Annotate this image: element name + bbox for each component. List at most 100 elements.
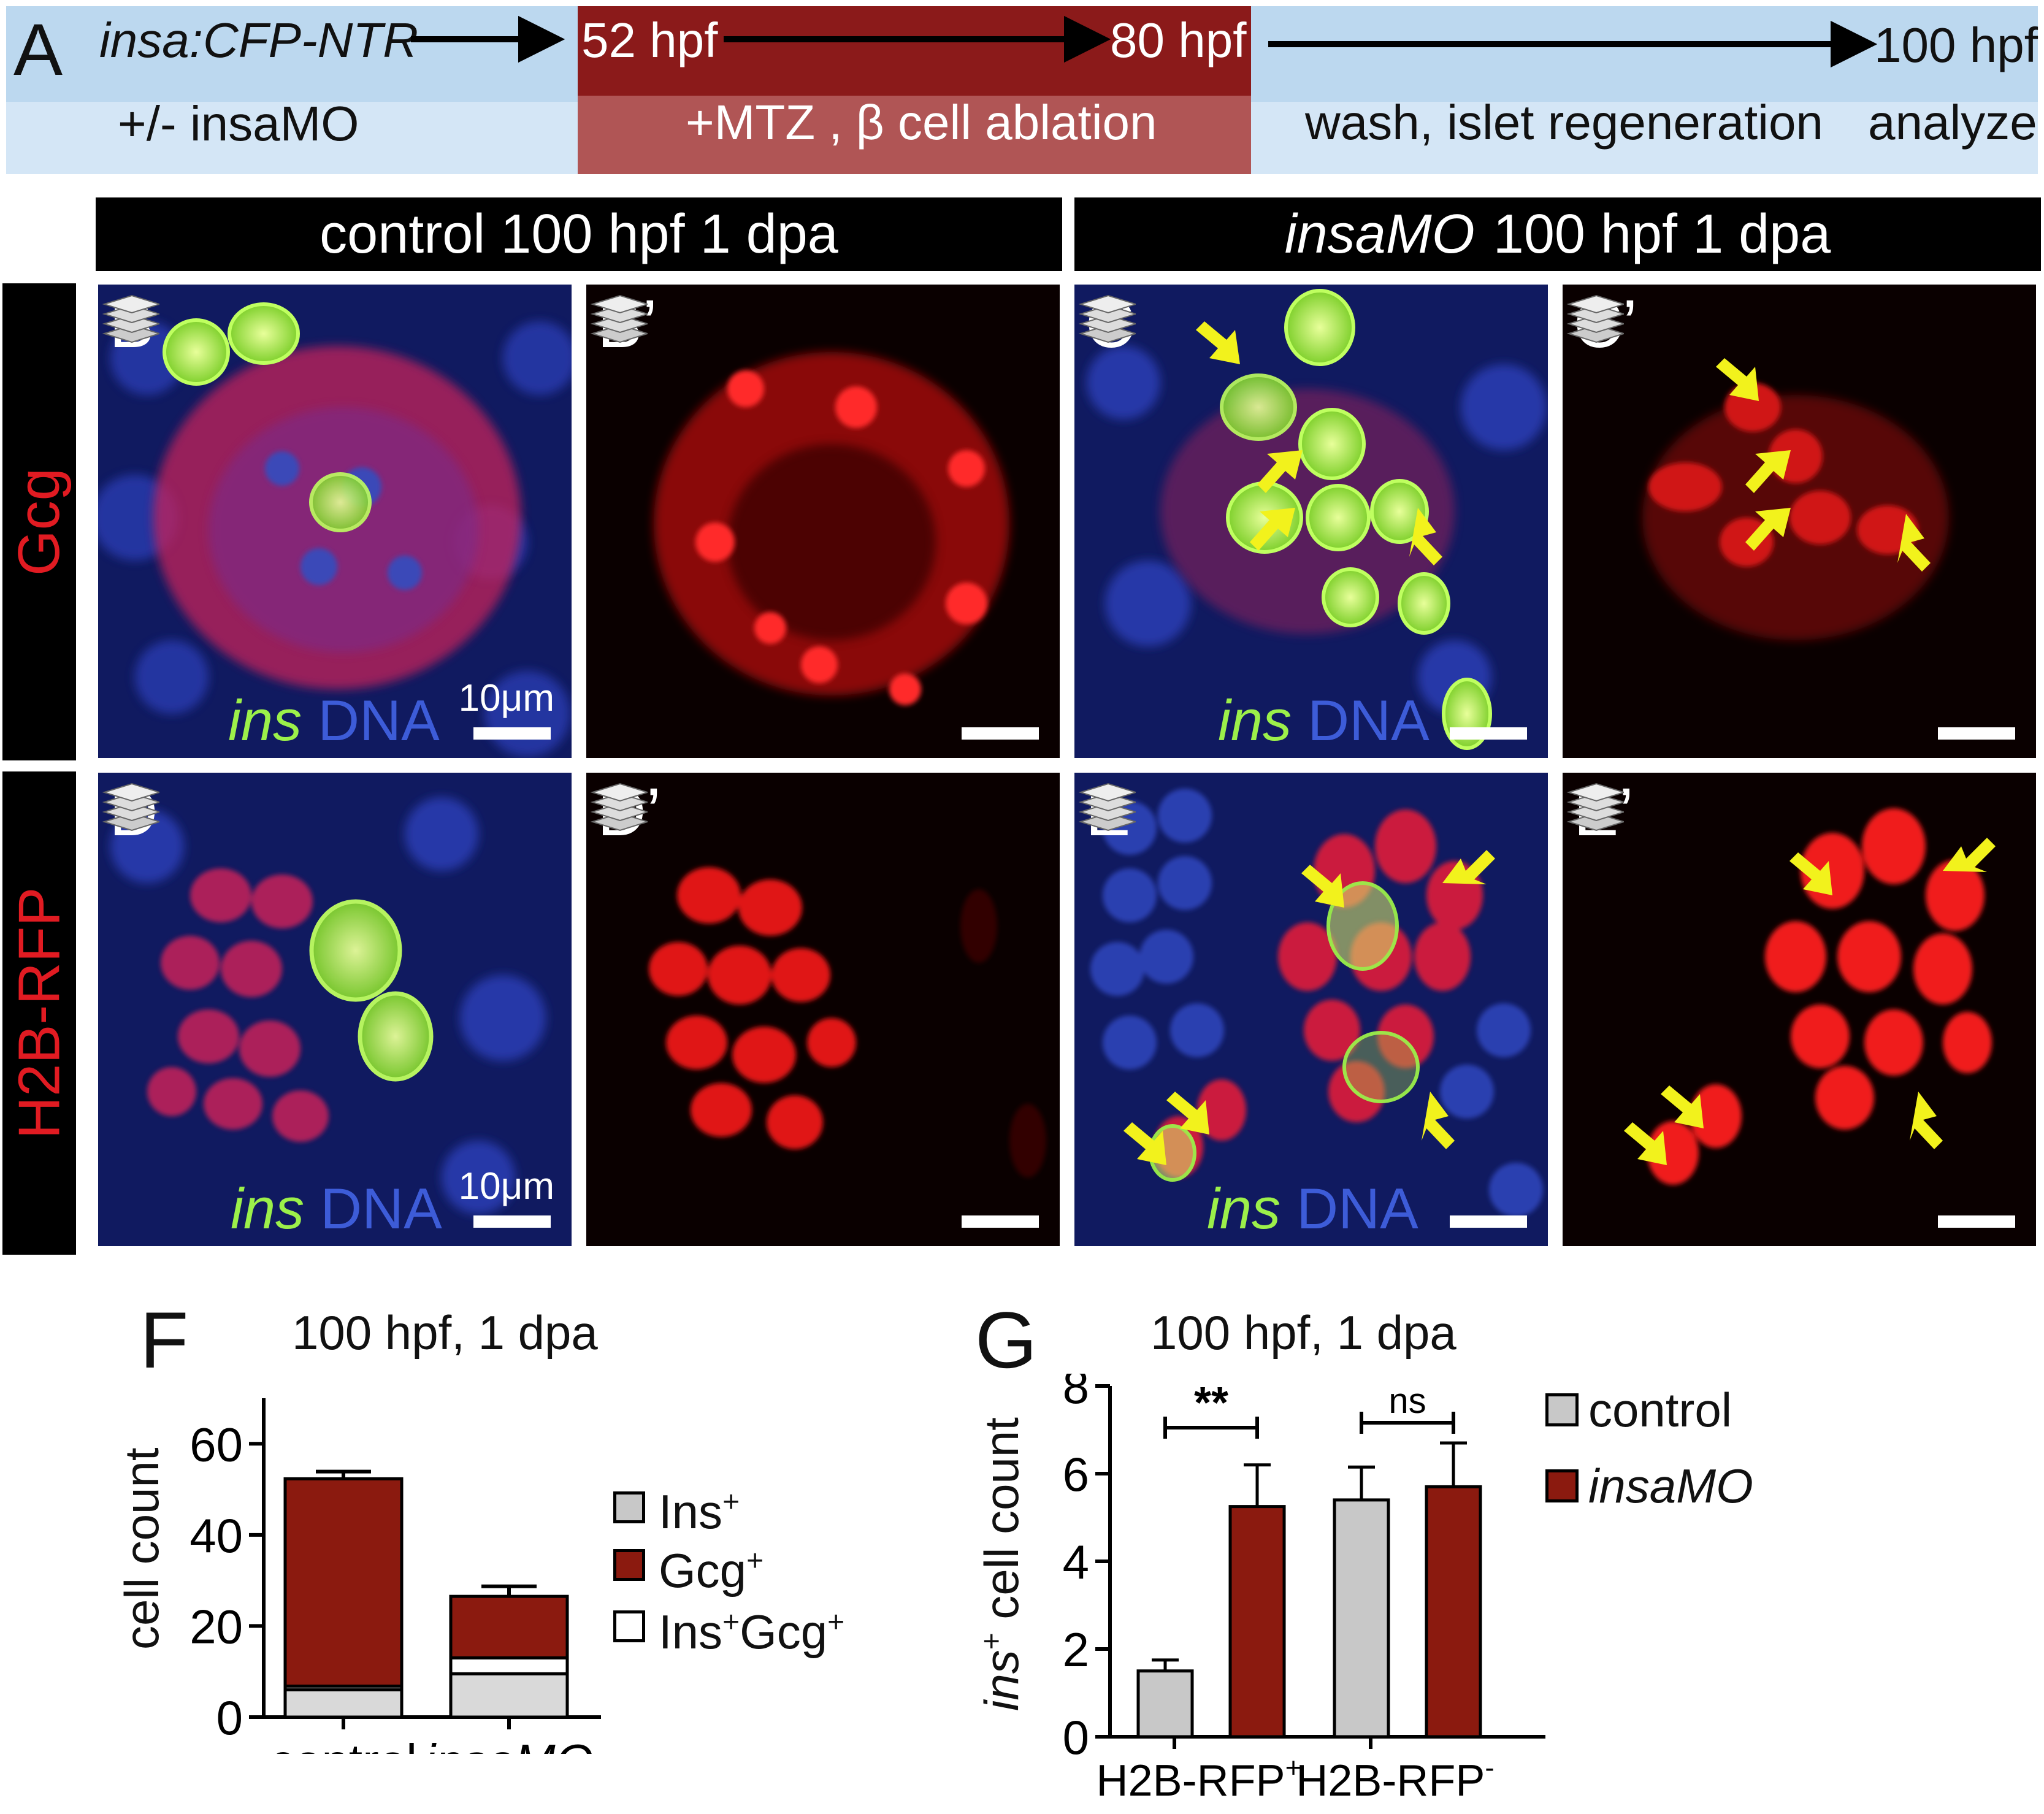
legend-label-insamo: insaMO <box>1588 1459 1753 1513</box>
ins-channel-label: ins <box>228 688 302 752</box>
bar-segment <box>283 1477 404 1688</box>
panel-label-g: G <box>975 1295 1038 1385</box>
treatment-label: +/- insaMO <box>118 99 359 148</box>
legend-swatch-ins <box>613 1491 645 1523</box>
row-label-gcg: Gcg <box>2 283 76 760</box>
legend-label-ins: Ins+ <box>659 1484 740 1540</box>
z-stack-icon <box>1080 295 1136 343</box>
ablation-window-bottom <box>578 96 1251 174</box>
dna-channel-label: DNA <box>318 688 440 752</box>
channel-legend: ins DNA <box>231 1180 442 1238</box>
z-stack-icon <box>104 295 159 343</box>
x-tick-label: control <box>270 1734 417 1754</box>
panel-label-f: F <box>140 1295 189 1385</box>
legend-swatch-control <box>1545 1393 1579 1426</box>
legend-label-gcg-text: Gcg <box>659 1544 747 1598</box>
legend-label-ins-gcg-text2: Gcg <box>740 1605 828 1659</box>
panel-c-micrograph <box>1087 289 1547 750</box>
channel-legend: ins DNA <box>1207 1180 1418 1238</box>
panel-b-prime-image: B’ <box>584 282 1062 760</box>
y-tick-label: 60 <box>189 1417 243 1471</box>
chart-f-ylabel: cell count <box>115 1447 169 1650</box>
scale-bar <box>1450 1215 1527 1228</box>
insamo-header: insaMO 100 hpf 1 dpa <box>1074 197 2041 271</box>
ablation-label: +MTZ , β cell ablation <box>686 95 1157 150</box>
panel-e-micrograph <box>1090 789 1543 1217</box>
x-tick-label-sup: + <box>1285 1751 1302 1783</box>
x-tick-label: H2B-RFP+ <box>1097 1751 1302 1805</box>
panel-d-image: D ins DNA 10μm <box>96 770 574 1249</box>
row-label-gcg-text: Gcg <box>6 467 72 576</box>
z-stack-icon <box>1568 783 1624 831</box>
legend-label-ins-sup: + <box>722 1486 740 1518</box>
y-tick-label: 20 <box>189 1599 243 1653</box>
scale-bar-label: 10μm <box>458 677 554 719</box>
ins-channel-label: ins <box>231 1176 305 1241</box>
y-tick-label: 0 <box>216 1691 243 1745</box>
panel-label-a: A <box>13 9 63 91</box>
y-tick-label: 6 <box>1063 1447 1089 1501</box>
chart-f-title: 100 hpf, 1 dpa <box>292 1306 598 1360</box>
channel-legend: ins DNA <box>1218 692 1430 749</box>
y-tick-label: 40 <box>189 1509 243 1563</box>
arrow-markers <box>1716 358 1931 572</box>
y-tick-label: 8 <box>1063 1374 1089 1414</box>
dna-channel-label: DNA <box>1296 1176 1418 1241</box>
chart-g-ylabel-rest: cell count <box>974 1417 1028 1633</box>
row-label-h2b: H2B-RFP <box>2 771 76 1255</box>
bar <box>1228 1505 1286 1739</box>
end-time-label: 80 hpf <box>1110 13 1247 67</box>
z-stack-icon <box>1080 783 1136 831</box>
chart-g-ylabel-sup: + <box>976 1632 1008 1650</box>
bar <box>1425 1485 1482 1739</box>
scale-bar <box>962 1215 1039 1228</box>
scale-bar <box>473 727 551 740</box>
z-stack-icon <box>592 783 648 831</box>
insamo-header-name: insaMO <box>1284 203 1475 265</box>
channel-legend: ins DNA <box>228 692 440 749</box>
panel-c-prime-image: C’ <box>1560 282 2038 760</box>
y-tick-label: 0 <box>1063 1710 1089 1764</box>
bar <box>1333 1498 1390 1739</box>
arrow-markers <box>1624 838 1996 1165</box>
bar-segment <box>449 1594 569 1659</box>
bar-segment <box>283 1688 404 1719</box>
y-tick-label: 2 <box>1063 1623 1089 1677</box>
dna-channel-label: DNA <box>1307 688 1430 752</box>
x-tick-label: H2B-RFP- <box>1296 1751 1494 1805</box>
legend-swatch-insamo <box>1545 1469 1579 1502</box>
scale-bar <box>1938 1215 2015 1228</box>
final-time-label: 100 hpf <box>1874 18 2038 72</box>
control-header: control 100 hpf 1 dpa <box>96 197 1062 271</box>
legend-label-ins-gcg-sup1: + <box>722 1606 740 1639</box>
ablation-window-top <box>578 6 1251 96</box>
arrow-2 <box>724 15 1111 63</box>
arrow-3 <box>1268 20 1878 68</box>
panel-b-prime-micrograph <box>654 352 1009 705</box>
significance-label: ** <box>1194 1379 1228 1428</box>
chart-f: 0 20 40 60 control insaMO <box>189 1398 601 1754</box>
scale-bar-label: 10μm <box>458 1165 554 1207</box>
x-tick-label-text: H2B-RFP <box>1097 1756 1285 1805</box>
legend-label-ins-gcg-sup2: + <box>827 1606 845 1639</box>
legend-swatch-ins-gcg <box>613 1610 645 1642</box>
z-stack-icon <box>1568 295 1624 343</box>
legend-swatch-gcg <box>613 1549 645 1581</box>
panel-e-prime-micrograph <box>1624 808 1996 1185</box>
transgenic-line-label: insa:CFP-NTR <box>99 13 419 67</box>
dna-channel-label: DNA <box>320 1176 442 1241</box>
x-tick-label-sup: - <box>1485 1751 1494 1783</box>
chart-g-ylabel-italic: ins <box>974 1650 1028 1711</box>
legend-label-control: control <box>1588 1383 1732 1437</box>
scale-bar <box>1450 727 1527 740</box>
z-stack-icon <box>592 295 648 343</box>
z-stack-icon <box>104 783 159 831</box>
legend-label-ins-gcg-text1: Ins <box>659 1605 723 1659</box>
bar-segment <box>449 1656 569 1675</box>
scale-bar <box>1938 727 2015 740</box>
ins-channel-label: ins <box>1207 1176 1281 1241</box>
y-tick-label: 4 <box>1063 1535 1089 1589</box>
arrow-markers <box>1196 321 1442 565</box>
bar <box>1136 1669 1194 1739</box>
panel-e-image: E ins DNA <box>1072 770 1550 1249</box>
